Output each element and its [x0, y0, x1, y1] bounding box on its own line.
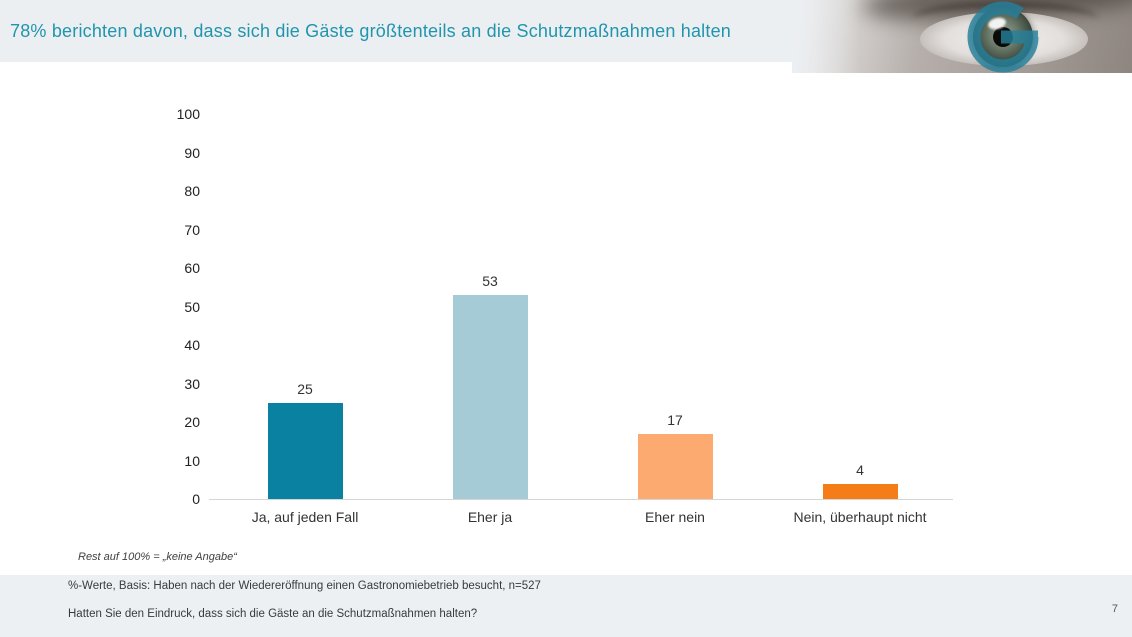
photo-left-fade [792, 0, 1132, 73]
y-axis-tick-label: 10 [184, 452, 200, 469]
footer: %-Werte, Basis: Haben nach der Wiedererö… [0, 575, 1132, 637]
x-axis-category-label: Eher ja [467, 509, 513, 525]
y-axis-tick-label: 70 [184, 221, 200, 238]
bar-3 [637, 433, 713, 499]
survey-question: Hatten Sie den Eindruck, dass sich die G… [68, 608, 478, 620]
bar-2 [452, 294, 528, 499]
slide-title: 78% berichten davon, dass sich die Gäste… [10, 20, 732, 41]
x-axis-category-label: Eher nein [645, 509, 705, 525]
eye-photo [792, 0, 1132, 73]
bar-1 [267, 402, 343, 499]
y-axis-tick-label: 0 [192, 491, 200, 507]
y-axis-tick-label: 90 [184, 144, 200, 161]
y-axis-tick-label: 30 [184, 375, 200, 392]
y-axis-tick-label: 100 [176, 106, 200, 122]
x-axis-category-label: Nein, überhaupt nicht [793, 509, 927, 525]
chart-footnote: Rest auf 100% = „keine Angabe“ [78, 551, 237, 563]
bar-4 [822, 483, 898, 499]
bar-value-label: 25 [297, 380, 313, 397]
y-axis-tick-label: 40 [184, 337, 200, 353]
page-number: 7 [1111, 603, 1118, 615]
x-axis-category-label: Ja, auf jeden Fall [251, 509, 359, 525]
y-axis-tick-label: 80 [184, 183, 200, 199]
basis-note: %-Werte, Basis: Haben nach der Wiedererö… [68, 580, 541, 592]
y-axis-tick-label: 60 [184, 260, 200, 276]
y-axis-tick-label: 50 [184, 298, 200, 315]
bar-value-label: 17 [667, 411, 683, 428]
x-axis-line [209, 499, 953, 500]
bar-value-label: 4 [856, 461, 864, 478]
y-axis-tick-label: 20 [184, 414, 200, 430]
bar-value-label: 53 [482, 272, 498, 289]
